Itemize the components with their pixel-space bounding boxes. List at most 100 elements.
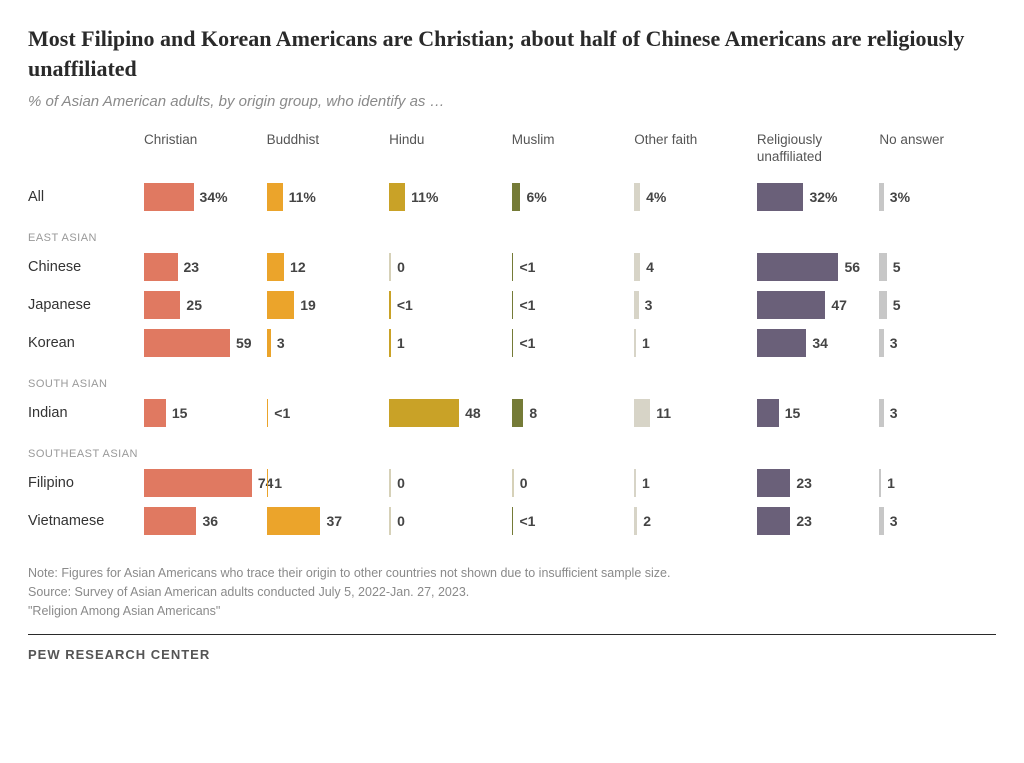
bar-value: 0	[397, 475, 405, 491]
bar-cell: <1	[512, 329, 629, 357]
bar-value: 59	[236, 335, 252, 351]
bar-value: 19	[300, 297, 316, 313]
data-row: Indian15<148811153	[28, 394, 996, 432]
bar-value: 0	[397, 259, 405, 275]
bar-value: 0	[397, 513, 405, 529]
bar	[267, 507, 321, 535]
bar-value: 11%	[411, 189, 438, 205]
bar-cell: <1	[389, 291, 506, 319]
bar-cell: <1	[512, 291, 629, 319]
bar-value: <1	[397, 297, 413, 313]
bar-cell: 3%	[879, 183, 996, 211]
data-row: All34%11%11%6%4%32%3%	[28, 178, 996, 216]
bar-value: 3	[890, 405, 898, 421]
bar-value: 11%	[289, 189, 316, 205]
bar-cell: 3	[634, 291, 751, 319]
column-header: Religiously unaffiliated	[757, 132, 874, 168]
bar-value: 3%	[890, 189, 910, 205]
bar	[267, 183, 283, 211]
bar-cell: 48	[389, 399, 506, 427]
chart-subtitle: % of Asian American adults, by origin gr…	[28, 93, 996, 110]
bar-cell: 23	[757, 469, 874, 497]
data-row: Korean 59 3 1 <1 1 34 3	[28, 324, 996, 362]
column-header: No answer	[879, 132, 996, 168]
bar-cell: 47	[757, 291, 874, 319]
bar-value: 36	[202, 513, 218, 529]
bar-cell: <1	[267, 399, 384, 427]
bar	[267, 469, 269, 497]
bar-value: 11	[656, 405, 671, 421]
bar-value: 4%	[646, 189, 666, 205]
column-header: Hindu	[389, 132, 506, 168]
bar-value: 5	[893, 259, 901, 275]
bar-cell: 5	[879, 291, 996, 319]
bar	[144, 291, 180, 319]
bar-cell: 8	[512, 399, 629, 427]
bar-value: 2	[643, 513, 651, 529]
bar	[267, 253, 284, 281]
bar	[634, 469, 636, 497]
bar-cell: 36	[144, 507, 261, 535]
data-row: Filipino741001231	[28, 464, 996, 502]
bar	[879, 183, 883, 211]
bar	[879, 291, 886, 319]
bar-value: <1	[519, 259, 535, 275]
bar-value: 34	[812, 335, 828, 351]
bar-cell: 0	[389, 507, 506, 535]
bar	[757, 183, 804, 211]
bar-value: 15	[785, 405, 801, 421]
row-label: Indian	[28, 405, 138, 421]
data-row: Vietnamese36370<12233	[28, 502, 996, 540]
bar-cell: 15	[757, 399, 874, 427]
bar	[757, 253, 839, 281]
bar	[144, 253, 178, 281]
bar-value: 1	[397, 335, 405, 351]
row-label: Japanese	[28, 297, 138, 313]
bar-value: 32%	[809, 189, 837, 205]
bar-value: <1	[519, 335, 535, 351]
bar	[634, 291, 638, 319]
row-label: Korean	[28, 335, 138, 351]
bar-cell: <1	[512, 253, 629, 281]
bar-value: 23	[796, 513, 812, 529]
chart-title: Most Filipino and Korean Americans are C…	[28, 24, 996, 83]
bar-value: 3	[277, 335, 285, 351]
chart-body: All34%11%11%6%4%32%3%EAST ASIANChinese23…	[28, 178, 996, 540]
bar	[267, 329, 271, 357]
note-line: "Religion Among Asian Americans"	[28, 602, 996, 621]
bar-cell: 74	[144, 469, 261, 497]
bar	[389, 329, 391, 357]
bar	[512, 291, 514, 319]
bar	[389, 183, 405, 211]
bar	[757, 469, 791, 497]
bar	[757, 291, 825, 319]
bar	[879, 507, 883, 535]
bar	[757, 507, 791, 535]
group-label: EAST ASIAN	[28, 232, 996, 244]
bar-cell: 11%	[389, 183, 506, 211]
bar-cell: 1	[634, 329, 751, 357]
bar	[267, 291, 295, 319]
bar-cell: 1	[389, 329, 506, 357]
bar-value: 12	[290, 259, 306, 275]
bar	[879, 469, 881, 497]
data-row: Japanese2519<1<13475	[28, 286, 996, 324]
note-line: Source: Survey of Asian American adults …	[28, 583, 996, 602]
bar-value: 37	[326, 513, 342, 529]
bar-cell: 1	[879, 469, 996, 497]
note-line: Note: Figures for Asian Americans who tr…	[28, 564, 996, 583]
bar-value: <1	[519, 513, 535, 529]
bar-cell: <1	[512, 507, 629, 535]
bar-cell: 6%	[512, 183, 629, 211]
bar	[879, 253, 886, 281]
bar-cell: 3	[267, 329, 384, 357]
bar-cell: 3	[879, 329, 996, 357]
bar-value: <1	[519, 297, 535, 313]
bar-value: 4	[646, 259, 654, 275]
bar-cell: 34	[757, 329, 874, 357]
bar-cell: 23	[144, 253, 261, 281]
bar-cell: 12	[267, 253, 384, 281]
bar	[144, 507, 196, 535]
bar-value: 0	[520, 475, 528, 491]
bar	[512, 507, 514, 535]
